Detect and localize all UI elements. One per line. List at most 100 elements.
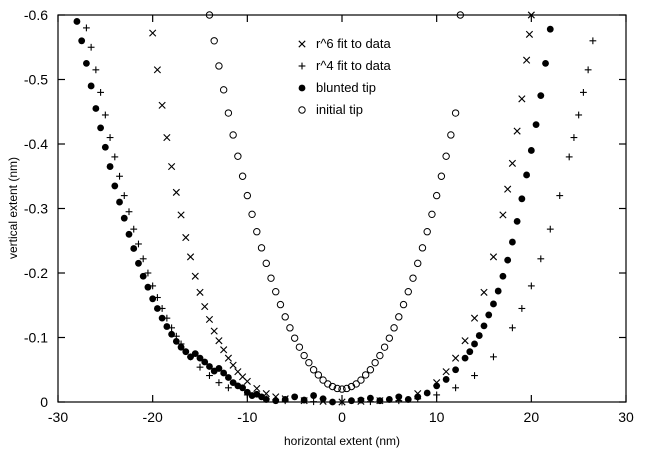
data-point bbox=[87, 43, 95, 51]
y-axis-label: vertical extent (nm) bbox=[6, 157, 20, 259]
data-point bbox=[219, 86, 228, 94]
data-point bbox=[116, 172, 123, 180]
data-point bbox=[451, 109, 460, 117]
data-point bbox=[357, 396, 365, 404]
data-point bbox=[220, 346, 228, 354]
data-point bbox=[452, 354, 460, 362]
y-tick-label: -0.1 bbox=[24, 330, 48, 346]
data-point bbox=[168, 162, 176, 171]
data-point bbox=[380, 343, 389, 351]
data-point bbox=[527, 282, 535, 290]
data-point bbox=[205, 315, 214, 324]
data-point bbox=[291, 393, 299, 401]
data-point bbox=[376, 351, 384, 360]
y-tick-label: 0 bbox=[40, 394, 48, 410]
x-tick-label: 10 bbox=[429, 409, 445, 425]
data-point bbox=[186, 253, 195, 261]
data-point bbox=[461, 354, 469, 362]
data-point bbox=[267, 274, 275, 282]
legend-item: blunted tip bbox=[298, 80, 376, 95]
data-point bbox=[366, 366, 375, 374]
data-point bbox=[395, 393, 403, 401]
data-point bbox=[525, 30, 534, 38]
x-tick-label: -10 bbox=[237, 409, 257, 425]
data-point bbox=[158, 101, 166, 109]
data-point bbox=[215, 337, 223, 345]
data-point bbox=[480, 322, 488, 330]
data-point bbox=[163, 323, 171, 330]
data-point bbox=[518, 95, 526, 103]
data-point bbox=[139, 255, 147, 263]
data-point bbox=[470, 314, 479, 322]
data-point bbox=[92, 66, 100, 74]
data-point bbox=[154, 305, 161, 312]
data-point bbox=[220, 369, 228, 377]
data-point bbox=[433, 382, 441, 390]
legend-label: blunted tip bbox=[316, 80, 376, 95]
data-point bbox=[225, 384, 232, 392]
data-point bbox=[234, 152, 242, 160]
data-point bbox=[139, 272, 147, 280]
data-point bbox=[518, 305, 526, 312]
data-point bbox=[87, 82, 95, 90]
data-point bbox=[225, 374, 232, 381]
data-point bbox=[210, 327, 218, 335]
data-point bbox=[125, 230, 133, 238]
data-point bbox=[120, 214, 128, 222]
data-point bbox=[281, 396, 289, 403]
data-point bbox=[447, 131, 455, 139]
data-point bbox=[101, 111, 109, 119]
data-point bbox=[262, 259, 270, 268]
legend-item: r^4 fit to data bbox=[298, 58, 392, 73]
data-point bbox=[177, 211, 185, 219]
data-point bbox=[390, 324, 398, 332]
data-point bbox=[423, 228, 431, 236]
x-tick-label: 30 bbox=[618, 409, 634, 425]
data-point bbox=[385, 396, 393, 403]
data-point bbox=[329, 398, 336, 406]
data-point bbox=[371, 358, 379, 367]
data-point bbox=[437, 172, 446, 180]
data-point bbox=[494, 287, 502, 295]
data-point bbox=[542, 59, 549, 67]
data-point bbox=[191, 350, 199, 358]
data-point bbox=[101, 143, 109, 151]
data-point bbox=[111, 153, 119, 161]
legend: r^6 fit to data r^4 fit to data blunted ti… bbox=[298, 36, 392, 117]
data-point bbox=[518, 195, 526, 203]
data-point bbox=[584, 66, 592, 74]
data-point bbox=[149, 295, 157, 303]
data-point bbox=[215, 62, 223, 70]
data-point bbox=[423, 389, 431, 397]
data-point bbox=[399, 300, 408, 309]
data-point bbox=[295, 343, 304, 351]
data-point bbox=[404, 288, 412, 296]
data-point bbox=[523, 171, 530, 179]
data-point bbox=[352, 380, 360, 388]
data-point bbox=[238, 172, 247, 180]
data-point bbox=[243, 191, 252, 200]
data-point bbox=[537, 92, 545, 100]
data-point bbox=[224, 354, 232, 362]
data-point bbox=[489, 253, 498, 261]
data-point bbox=[120, 192, 128, 199]
data-point bbox=[471, 340, 478, 348]
data-point bbox=[196, 363, 204, 371]
data-point bbox=[92, 105, 100, 112]
data-point bbox=[130, 225, 138, 233]
data-point bbox=[111, 182, 119, 190]
legend-label: r^6 fit to data bbox=[316, 36, 392, 51]
data-point bbox=[452, 384, 459, 392]
data-point bbox=[442, 368, 450, 376]
data-point bbox=[433, 391, 441, 399]
y-tick-label: -0.3 bbox=[24, 201, 48, 217]
data-point bbox=[319, 376, 327, 384]
data-point bbox=[513, 127, 521, 135]
plot-area-frame bbox=[57, 14, 627, 403]
data-point bbox=[333, 384, 341, 393]
data-point bbox=[471, 372, 478, 379]
data-point bbox=[215, 379, 223, 387]
data-point bbox=[97, 124, 104, 132]
legend-marker bbox=[298, 106, 306, 114]
data-point bbox=[276, 300, 285, 309]
